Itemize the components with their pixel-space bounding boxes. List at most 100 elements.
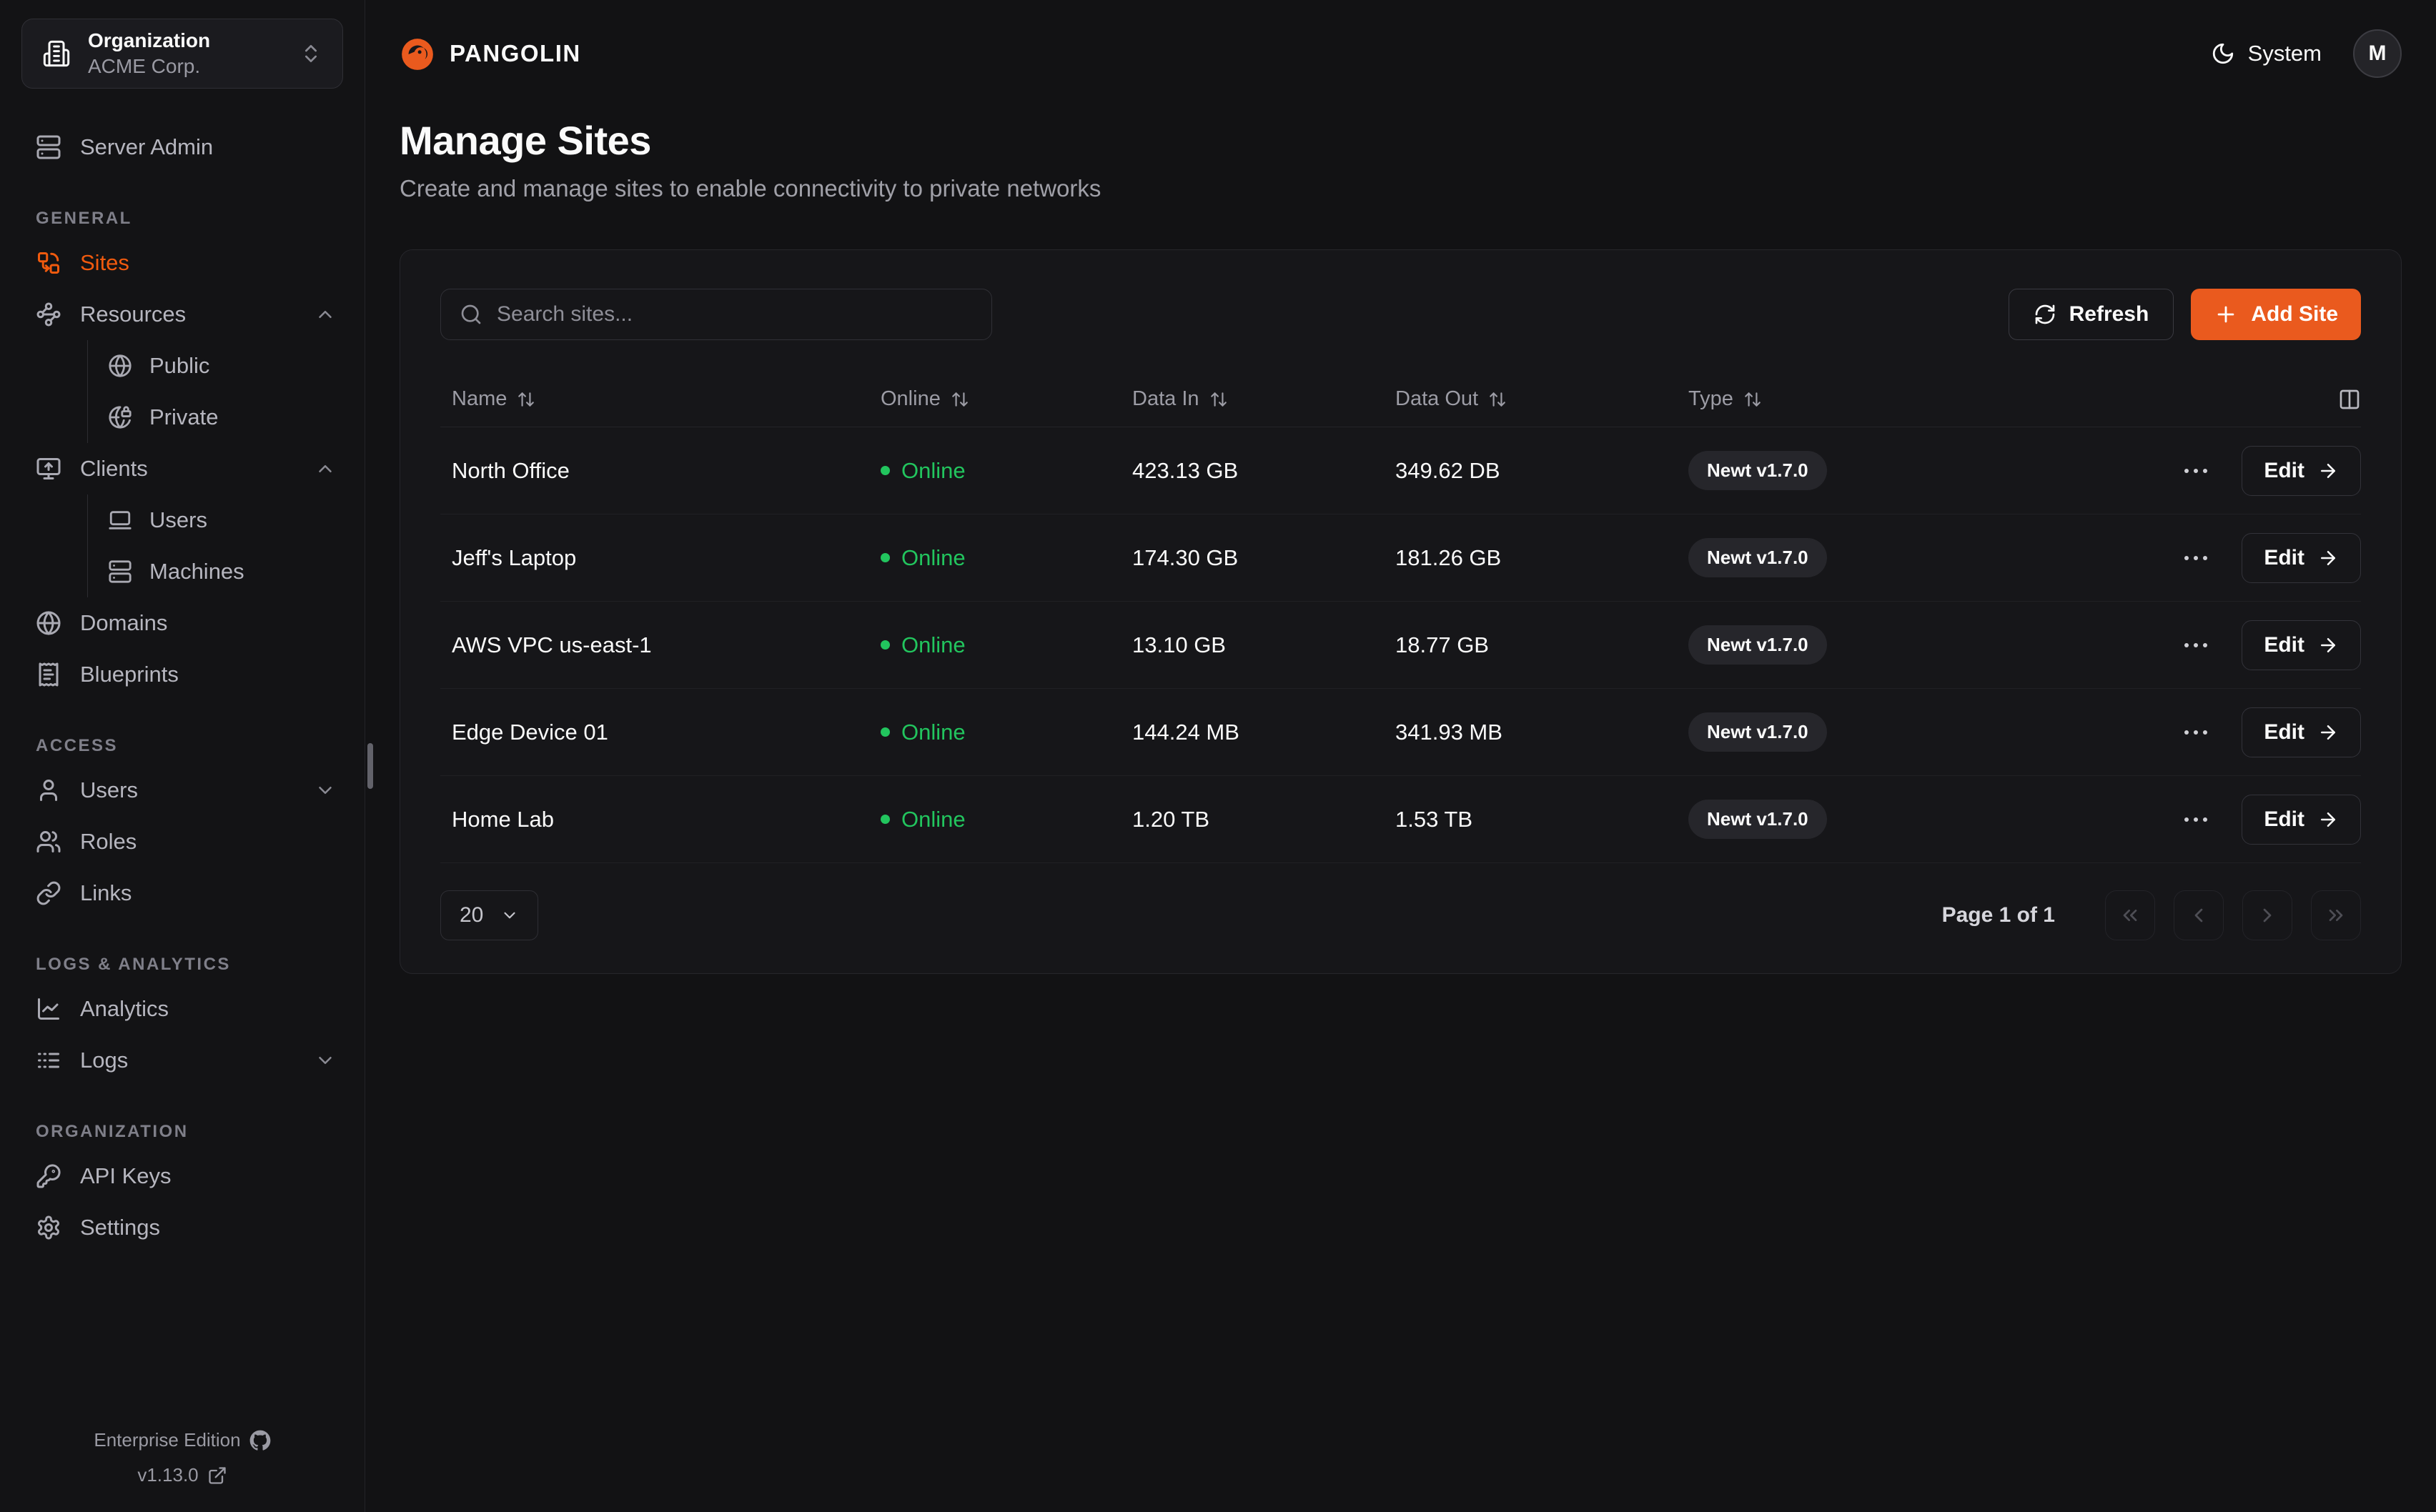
waypoints-icon [36, 302, 61, 327]
chart-line-icon [36, 996, 61, 1022]
type-cell: Newt v1.7.0 [1677, 538, 2182, 577]
data-in-value: 1.20 TB [1132, 806, 1210, 832]
sidebar-item-client-users[interactable]: Users [88, 494, 365, 546]
main-content: PANGOLIN System M Manage Sites Create an… [365, 0, 2436, 1512]
edition-label: Enterprise Edition [94, 1429, 241, 1451]
data-out-value: 349.62 DB [1395, 457, 1500, 483]
sidebar-scrollbar[interactable] [367, 743, 373, 789]
data-in-value: 174.30 GB [1132, 544, 1239, 570]
edit-button[interactable]: Edit [2242, 532, 2361, 583]
org-selector[interactable]: Organization ACME Corp. [21, 19, 343, 89]
theme-label: System [2247, 41, 2322, 66]
sidebar-item-users[interactable]: Users [0, 765, 365, 816]
site-name: North Office [452, 457, 570, 483]
columns-toggle-icon[interactable] [2338, 388, 2361, 411]
column-header-data-in[interactable]: Data In [1121, 387, 1384, 411]
edit-button[interactable]: Edit [2242, 707, 2361, 757]
version-label: v1.13.0 [137, 1464, 199, 1486]
row-menu-icon[interactable] [2182, 549, 2210, 567]
clients-children: Users Machines [87, 494, 365, 597]
version-link[interactable]: v1.13.0 [137, 1464, 227, 1486]
sidebar-item-machines[interactable]: Machines [88, 546, 365, 597]
table-footer: 20 Page 1 of 1 [440, 890, 2361, 940]
toolbar-buttons: Refresh Add Site [2008, 289, 2361, 340]
edit-button[interactable]: Edit [2242, 794, 2361, 845]
column-header-type[interactable]: Type [1677, 387, 2338, 411]
sidebar-item-roles[interactable]: Roles [0, 816, 365, 867]
edit-label: Edit [2264, 545, 2304, 570]
server-icon [36, 134, 61, 160]
column-header-online[interactable]: Online [869, 387, 1121, 411]
column-header-data-out[interactable]: Data Out [1384, 387, 1677, 411]
sidebar-item-label: Links [80, 880, 132, 905]
section-label-organization: ORGANIZATION [36, 1122, 189, 1141]
section-label-general: GENERAL [36, 209, 132, 228]
sidebar-item-settings[interactable]: Settings [0, 1202, 365, 1253]
sidebar-item-resources[interactable]: Resources [0, 289, 365, 340]
sidebar-item-api-keys[interactable]: API Keys [0, 1150, 365, 1202]
site-name: Jeff's Laptop [452, 544, 577, 570]
table-row: Jeff's Laptop Online 174.30 GB 181.26 GB… [440, 514, 2361, 602]
first-page-button[interactable] [2105, 890, 2155, 940]
data-out-value: 181.26 GB [1395, 544, 1502, 570]
row-menu-icon[interactable] [2182, 723, 2210, 742]
table-row: North Office Online 423.13 GB 349.62 DB … [440, 427, 2361, 514]
sidebar-item-label: Roles [80, 829, 137, 854]
avatar[interactable]: M [2353, 29, 2402, 78]
sidebar-item-label: API Keys [80, 1163, 172, 1188]
status-badge: Online [869, 545, 1121, 571]
topbar: PANGOLIN System M [400, 0, 2402, 107]
next-page-button[interactable] [2242, 890, 2292, 940]
data-in-value: 13.10 GB [1132, 632, 1226, 657]
page-size-select[interactable]: 20 [440, 890, 539, 940]
sidebar-item-sites[interactable]: Sites [0, 237, 365, 289]
sidebar-item-label: Machines [149, 559, 244, 584]
gear-icon [36, 1215, 61, 1240]
status-dot-icon [881, 727, 890, 737]
column-header-name[interactable]: Name [440, 387, 869, 411]
add-site-button[interactable]: Add Site [2191, 289, 2361, 340]
refresh-button[interactable]: Refresh [2008, 289, 2174, 340]
sidebar-footer: Enterprise Edition v1.13.0 [0, 1429, 365, 1486]
sidebar-item-public[interactable]: Public [88, 340, 365, 392]
type-badge: Newt v1.7.0 [1688, 712, 1827, 752]
table-row: AWS VPC us-east-1 Online 13.10 GB 18.77 … [440, 602, 2361, 689]
row-menu-icon[interactable] [2182, 810, 2210, 829]
sidebar-item-domains[interactable]: Domains [0, 597, 365, 649]
row-actions: Edit [2182, 620, 2361, 670]
edit-label: Edit [2264, 458, 2304, 482]
search-box[interactable] [440, 289, 992, 340]
column-label: Data In [1132, 387, 1199, 410]
sidebar-item-clients[interactable]: Clients [0, 443, 365, 494]
sidebar-item-logs[interactable]: Logs [0, 1035, 365, 1086]
sidebar-item-blueprints[interactable]: Blueprints [0, 649, 365, 700]
table-row: Edge Device 01 Online 144.24 MB 341.93 M… [440, 689, 2361, 776]
sidebar-item-private[interactable]: Private [88, 392, 365, 443]
theme-toggle[interactable]: System [2211, 41, 2322, 66]
add-site-label: Add Site [2251, 302, 2338, 326]
prev-page-button[interactable] [2174, 890, 2224, 940]
edit-button[interactable]: Edit [2242, 445, 2361, 496]
data-in-value: 423.13 GB [1132, 457, 1239, 483]
arrow-right-icon [2317, 547, 2339, 569]
arrow-right-icon [2317, 809, 2339, 830]
edit-button[interactable]: Edit [2242, 620, 2361, 670]
last-page-button[interactable] [2311, 890, 2361, 940]
card-toolbar: Refresh Add Site [440, 289, 2361, 340]
search-input[interactable] [497, 302, 973, 327]
row-menu-icon[interactable] [2182, 462, 2210, 480]
chevron-up-icon [315, 304, 336, 325]
avatar-initial: M [2368, 41, 2387, 65]
resources-children: Public Private [87, 340, 365, 443]
sidebar-item-links[interactable]: Links [0, 867, 365, 919]
sites-icon [36, 250, 61, 276]
page-head: Manage Sites Create and manage sites to … [400, 117, 2402, 202]
edition-link[interactable]: Enterprise Edition [94, 1429, 270, 1451]
sort-icon [1743, 390, 1762, 409]
sidebar-item-analytics[interactable]: Analytics [0, 983, 365, 1035]
sidebar-item-label: Domains [80, 610, 168, 635]
sidebar-item-server-admin[interactable]: Server Admin [0, 121, 365, 173]
row-menu-icon[interactable] [2182, 636, 2210, 655]
sidebar-item-label: Sites [80, 250, 129, 275]
edit-label: Edit [2264, 807, 2304, 831]
